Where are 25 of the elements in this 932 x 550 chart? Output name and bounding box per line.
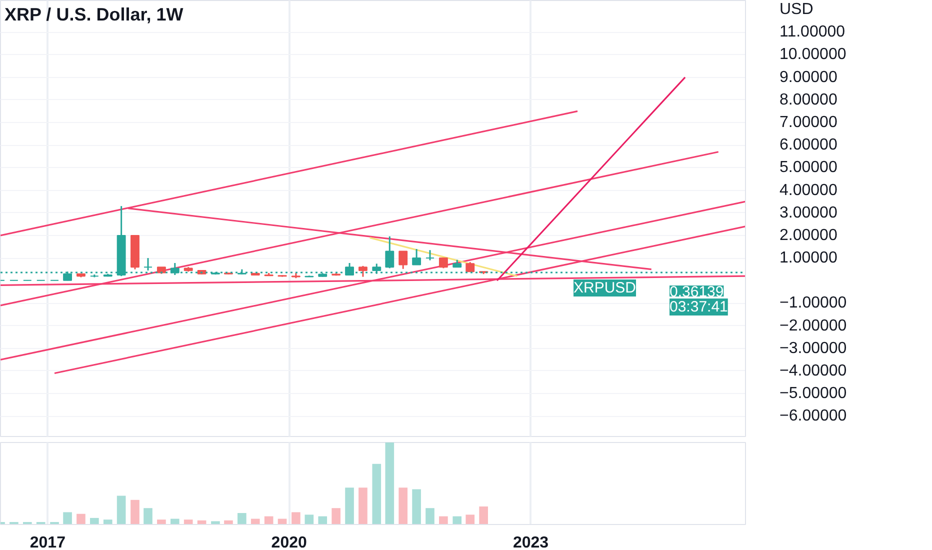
chart-title: XRP / U.S. Dollar, 1W: [4, 4, 184, 24]
y-tick-label: −6.00000: [780, 408, 847, 425]
y-tick-label: 8.00000: [780, 91, 838, 108]
y-tick-label: 2.00000: [780, 226, 838, 244]
x-tick-label: 2020: [271, 534, 308, 550]
y-tick-label: 6.00000: [780, 136, 838, 154]
annotation: 03:37:41: [670, 298, 728, 316]
y-tick-label: −3.00000: [780, 340, 847, 357]
legend-label: XRPUSD: [574, 279, 636, 296]
x-tick-label: 2017: [30, 534, 66, 550]
y-tick-label: 4.00000: [780, 182, 838, 199]
y-tick-label: 9.00000: [780, 68, 838, 86]
y-tick-label: 7.00000: [780, 114, 838, 131]
x-tick-label: 2023: [512, 534, 549, 550]
y-axis-title: USD: [780, 1, 814, 18]
y-tick-label: 3.00000: [780, 204, 838, 222]
y-tick-label: 10.00000: [780, 46, 846, 64]
y-tick-label: −5.00000: [780, 385, 847, 402]
y-tick-label: 1.00000: [780, 250, 838, 267]
y-tick-label: 5.00000: [780, 159, 838, 176]
y-tick-label: −1.00000: [780, 294, 847, 312]
y-tick-label: −4.00000: [780, 362, 847, 380]
y-tick-label: −2.00000: [780, 317, 847, 334]
y-tick-label: 11.00000: [780, 24, 846, 41]
annotation: 0.36139: [670, 283, 724, 300]
